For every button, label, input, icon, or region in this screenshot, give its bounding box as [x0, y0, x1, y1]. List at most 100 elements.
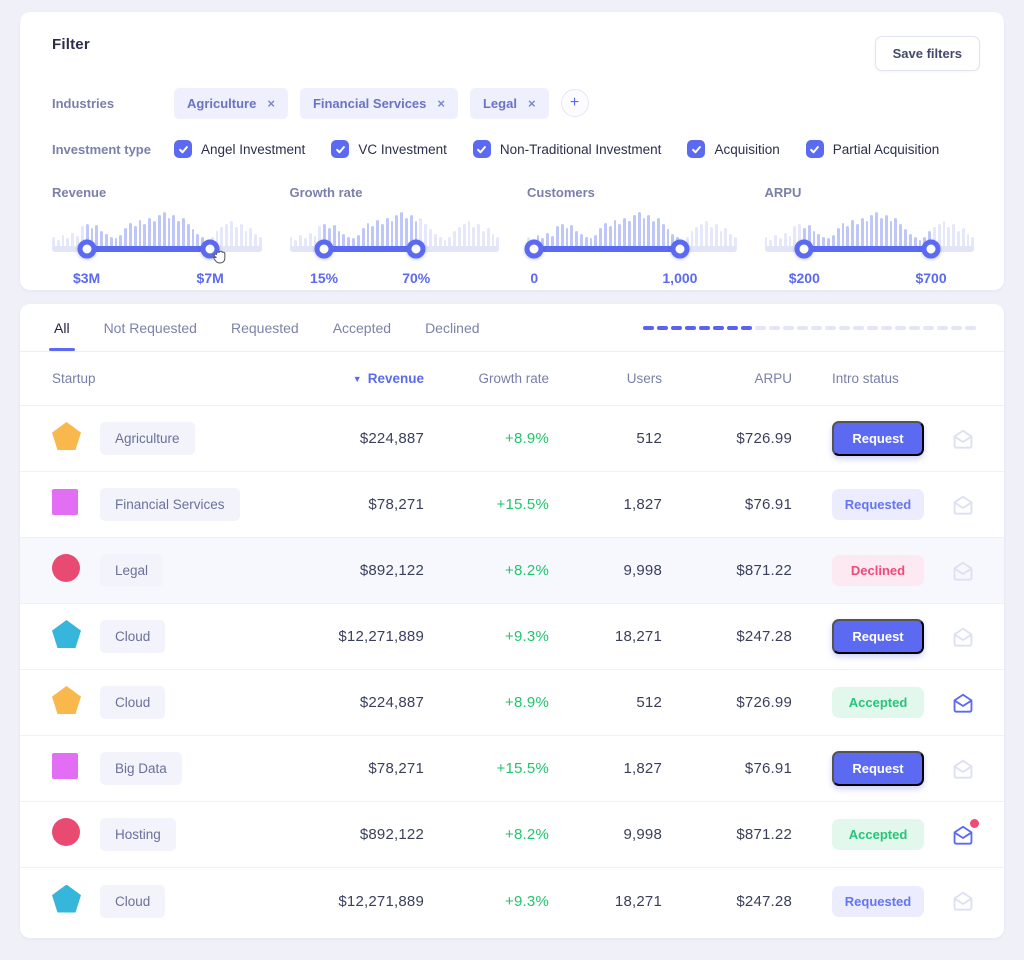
column-header-growth-rate[interactable]: Growth rate: [478, 371, 549, 386]
close-icon[interactable]: ×: [527, 95, 536, 111]
close-icon[interactable]: ×: [267, 95, 275, 111]
tab-all[interactable]: All: [52, 304, 72, 351]
histogram-bar: [249, 228, 253, 248]
histogram-bar: [894, 218, 898, 248]
industry-filter-chip[interactable]: Agriculture ×: [174, 87, 288, 119]
checkbox-label: Acquisition: [714, 141, 780, 157]
histogram-bar: [860, 217, 864, 248]
slider-handle-min[interactable]: [314, 239, 334, 259]
slider-handle-min[interactable]: [77, 239, 97, 259]
add-industry-button[interactable]: +: [560, 89, 589, 117]
histogram-bar: [220, 226, 224, 248]
save-filters-button[interactable]: Save filters: [874, 36, 980, 71]
sort-desc-icon: ▼: [352, 374, 362, 384]
histogram-bar: [380, 224, 384, 248]
tab-declined[interactable]: Declined: [425, 319, 480, 336]
industry-tag: Hosting: [100, 818, 176, 851]
request-intro-button[interactable]: Request: [832, 421, 924, 456]
column-header-arpu[interactable]: ARPU: [754, 371, 792, 386]
histogram-bar: [453, 230, 456, 248]
industry-cell: Cloud: [100, 686, 290, 719]
column-header-revenue[interactable]: ▼ Revenue: [352, 371, 424, 386]
checkbox-checked-icon[interactable]: [805, 140, 824, 158]
slider-handle-min[interactable]: [524, 239, 544, 259]
intro-status-cell: Requested: [792, 489, 976, 520]
industry-filter-chip[interactable]: Legal ×: [469, 87, 549, 119]
histogram-bar: [414, 220, 418, 248]
investment-type-checkbox[interactable]: Partial Acquisition: [805, 140, 939, 158]
investment-type-checkbox[interactable]: VC Investment: [331, 140, 447, 158]
column-header-users[interactable]: Users: [626, 371, 662, 386]
slider-label: Customers: [527, 185, 595, 200]
histogram-bar: [637, 212, 641, 248]
slider-handle-max[interactable]: [406, 239, 426, 259]
investment-type-checkbox[interactable]: Angel Investment: [174, 140, 305, 158]
industries-label: Industries: [52, 95, 115, 111]
checkbox-checked-icon[interactable]: [472, 140, 491, 158]
mail-icon[interactable]: [950, 426, 976, 452]
pentagon-icon: [52, 686, 81, 714]
histogram-bar: [405, 217, 408, 248]
request-intro-button[interactable]: Request: [832, 619, 924, 654]
users-cell: 9,998: [623, 826, 662, 843]
histogram-bar: [457, 226, 461, 248]
circle-icon: [52, 554, 80, 582]
revenue-cell: $224,887: [359, 430, 424, 447]
histogram-bar: [303, 238, 307, 248]
growth-rate-cell: +15.5%: [496, 496, 549, 513]
slider-track[interactable]: [524, 239, 737, 259]
mail-icon[interactable]: [950, 888, 976, 914]
histogram-bar: [551, 235, 554, 248]
slider-handle-min[interactable]: [794, 239, 814, 259]
investment-type-label: Investment type: [52, 141, 151, 157]
arpu-cell: $247.28: [736, 892, 792, 910]
slider-handle-max[interactable]: [670, 239, 690, 259]
histogram-bar: [961, 228, 965, 248]
slider-min-value: 15%: [310, 270, 339, 286]
investment-type-checkbox[interactable]: Non-Traditional Investment: [472, 140, 662, 158]
close-icon[interactable]: ×: [437, 95, 445, 111]
slider-handle-max[interactable]: [921, 239, 941, 259]
checkbox-label: Non-Traditional Investment: [499, 141, 662, 157]
histogram-bar: [709, 226, 713, 248]
slider-max-value: 1,000: [662, 270, 698, 286]
histogram-bar: [225, 223, 229, 248]
histogram-bar: [196, 233, 200, 248]
revenue-cell: $12,271,889: [338, 628, 424, 645]
checkbox-checked-icon[interactable]: [174, 140, 192, 158]
mail-icon[interactable]: [950, 756, 976, 782]
mail-icon[interactable]: [950, 624, 976, 650]
mail-icon[interactable]: [950, 690, 976, 716]
growth-rate-cell: +8.9%: [505, 694, 549, 711]
histogram-bar: [477, 224, 480, 248]
industry-filter-chip[interactable]: Financial Services ×: [299, 87, 458, 119]
histogram-bar: [496, 237, 500, 248]
histogram-bar: [177, 220, 180, 248]
slider-track[interactable]: [52, 239, 262, 264]
slider-handle-max[interactable]: [200, 239, 226, 264]
checkbox-checked-icon[interactable]: [687, 140, 706, 158]
investment-type-checkbox[interactable]: Acquisition: [687, 140, 780, 158]
mail-icon[interactable]: [950, 818, 979, 848]
mail-icon[interactable]: [950, 558, 976, 584]
progress-dash: [797, 325, 808, 330]
histogram-bar: [642, 217, 646, 248]
histogram-bar: [356, 235, 360, 248]
slider-track[interactable]: [289, 239, 499, 259]
histogram-bar: [565, 228, 569, 248]
arpu-cell: $247.28: [736, 628, 792, 645]
slider-body: [764, 204, 975, 259]
slider-values: 15% 70%: [290, 270, 500, 288]
tab-accepted[interactable]: Accepted: [332, 319, 392, 336]
mail-icon[interactable]: [950, 492, 976, 518]
slider-track[interactable]: [764, 239, 974, 259]
histogram-bar: [80, 225, 84, 248]
column-header-startup[interactable]: Startup: [52, 371, 96, 386]
tab-not-requested[interactable]: Not Requested: [103, 319, 197, 336]
histogram-bar: [191, 229, 195, 248]
tab-requested[interactable]: Requested: [230, 319, 299, 336]
checkbox-checked-icon[interactable]: [331, 140, 350, 158]
range-slider-growth-rate: Growth rate 15% 70%: [289, 185, 500, 288]
request-intro-button[interactable]: Request: [832, 751, 924, 786]
revenue-cell: $78,271: [368, 760, 424, 777]
